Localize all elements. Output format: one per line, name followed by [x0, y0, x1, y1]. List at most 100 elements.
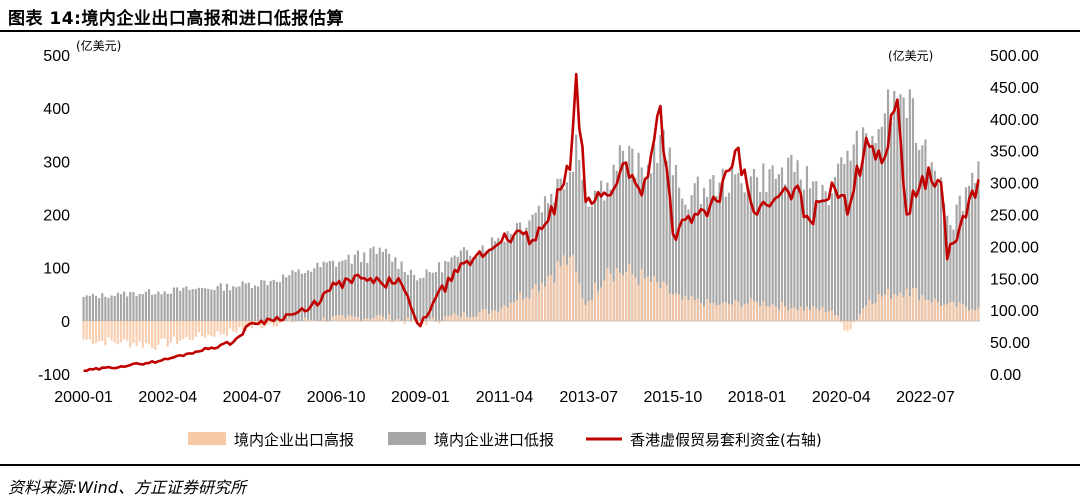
export-bar: [353, 316, 356, 321]
export-bar: [126, 320, 129, 341]
import-bar: [294, 271, 297, 321]
import-bar: [921, 145, 924, 321]
import-bar: [749, 176, 752, 321]
export-bar: [478, 312, 481, 321]
import-bar: [731, 164, 734, 321]
import-bar: [581, 179, 584, 321]
export-bar: [849, 320, 852, 330]
left-axis-tick-label: 0: [61, 314, 70, 331]
import-bar: [465, 250, 469, 321]
export-bar: [331, 316, 335, 321]
import-bar: [487, 251, 490, 321]
import-bar: [531, 214, 534, 321]
import-bar: [911, 98, 915, 321]
import-bar: [659, 134, 662, 321]
legend-label-import: 境内企业进口低报: [434, 431, 554, 449]
export-bar: [306, 319, 310, 321]
export-bar: [696, 298, 699, 321]
export-bar: [971, 309, 974, 321]
import-bar: [662, 129, 665, 321]
import-bar: [138, 294, 141, 321]
export-bar: [222, 320, 225, 334]
import-bar: [222, 290, 225, 321]
export-bar: [550, 275, 553, 321]
import-bar: [649, 173, 653, 321]
right-axis-tick-label: 500.00: [990, 48, 1039, 65]
export-bar: [961, 303, 964, 321]
import-bar: [341, 260, 344, 321]
export-bar: [232, 320, 235, 332]
export-bar: [531, 288, 534, 321]
export-bar: [303, 317, 307, 321]
import-bar: [543, 196, 547, 321]
import-bar: [746, 188, 749, 321]
export-bar: [721, 302, 724, 321]
export-bar: [840, 320, 843, 323]
import-bar: [91, 293, 94, 321]
import-bar: [712, 175, 715, 321]
export-bar: [802, 310, 805, 321]
export-bar: [821, 306, 824, 321]
import-bar: [369, 248, 372, 321]
import-bar: [799, 179, 802, 321]
import-bar: [765, 191, 768, 321]
import-bar: [335, 266, 338, 321]
import-bar: [272, 279, 275, 321]
import-bar: [905, 117, 908, 321]
import-bar: [865, 133, 868, 321]
x-axis-tick-label: 2020-04: [812, 389, 871, 406]
import-bar: [253, 285, 257, 321]
import-bar: [94, 295, 98, 321]
export-bar: [176, 320, 179, 344]
export-bar: [861, 308, 865, 321]
export-bar: [444, 316, 447, 321]
export-bar: [475, 316, 478, 321]
export-bar: [762, 301, 765, 321]
import-bar: [210, 289, 213, 321]
export-bar: [484, 308, 487, 321]
import-bar: [587, 206, 590, 321]
import-bar: [805, 166, 809, 321]
export-bar: [568, 257, 572, 321]
import-bar: [578, 159, 581, 321]
import-bar: [412, 274, 416, 321]
x-axis-tick-label: 2018-01: [728, 389, 787, 406]
export-bar: [578, 283, 581, 321]
export-bar: [787, 310, 790, 321]
import-bar: [812, 181, 815, 321]
arbitrage-fund-line: [83, 72, 980, 373]
import-bar: [553, 202, 556, 321]
import-bar: [394, 257, 397, 321]
export-bar: [646, 276, 650, 321]
export-bar: [465, 316, 469, 321]
import-bar: [550, 193, 553, 321]
import-bar: [724, 196, 727, 321]
export-bar: [85, 320, 88, 340]
import-bar: [625, 161, 628, 321]
export-bar: [562, 255, 565, 321]
export-bar: [135, 320, 138, 347]
export-bar: [977, 307, 980, 321]
import-bar: [830, 193, 833, 321]
export-bar: [886, 288, 890, 321]
import-bar: [615, 170, 618, 321]
export-bar: [918, 300, 921, 321]
export-bar: [515, 300, 519, 321]
export-bar: [684, 295, 687, 321]
export-bar: [600, 287, 603, 321]
import-bar: [893, 90, 896, 321]
import-bar: [356, 250, 360, 321]
right-axis-tick-label: 200.00: [990, 239, 1039, 256]
import-bar: [568, 171, 572, 321]
import-bar: [157, 291, 160, 321]
import-bar: [378, 247, 381, 321]
export-bar: [727, 304, 731, 321]
import-bar: [478, 253, 481, 321]
import-bar: [200, 287, 204, 321]
export-bar: [908, 295, 911, 321]
export-bar: [91, 320, 94, 344]
import-bar: [144, 291, 148, 321]
import-bar: [855, 130, 858, 321]
import-bar: [113, 295, 116, 321]
export-bar: [369, 319, 372, 321]
